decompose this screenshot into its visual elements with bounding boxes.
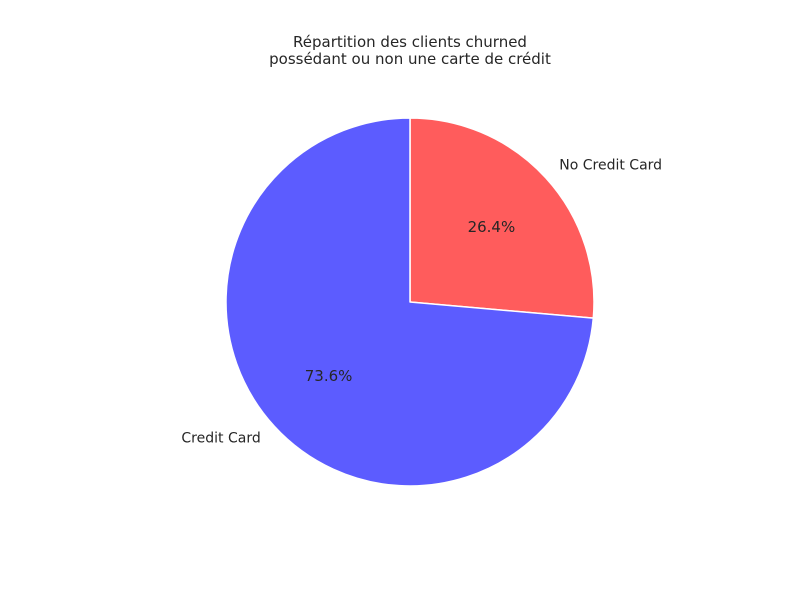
- chart-title-line-1: Répartition des clients churned: [293, 33, 527, 51]
- pie-labels: No Credit Card 26.4% Credit Card 73.6%: [181, 157, 662, 446]
- slice-percent-no-credit-card: 26.4%: [468, 218, 516, 236]
- slice-label-credit-card: Credit Card: [181, 431, 260, 447]
- slice-percent-credit-card: 73.6%: [305, 367, 353, 385]
- slice-label-no-credit-card: No Credit Card: [559, 157, 662, 173]
- pie-slices: [225, 117, 595, 487]
- pie-slice-credit-card: [225, 117, 595, 487]
- chart-title-line-2: possédant ou non une carte de crédit: [269, 50, 551, 68]
- pie-slice-no-credit-card: [409, 117, 595, 319]
